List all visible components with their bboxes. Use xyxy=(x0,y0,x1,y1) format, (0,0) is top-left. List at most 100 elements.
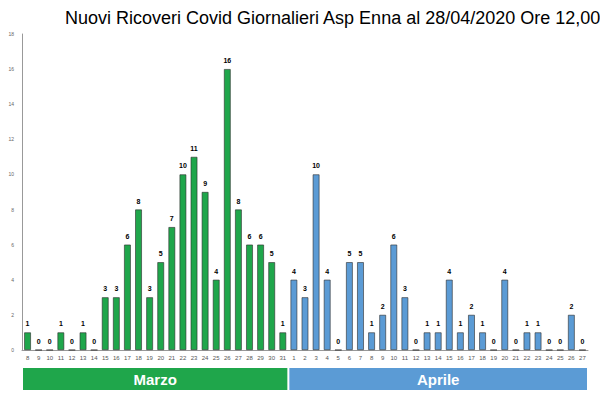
svg-text:26: 26 xyxy=(568,355,575,361)
svg-text:16: 16 xyxy=(8,66,14,72)
svg-text:0: 0 xyxy=(514,338,518,345)
svg-text:22: 22 xyxy=(524,355,531,361)
svg-text:0: 0 xyxy=(92,338,96,345)
svg-text:1: 1 xyxy=(436,320,440,327)
svg-text:6: 6 xyxy=(125,233,129,240)
svg-text:3: 3 xyxy=(114,285,118,292)
svg-text:3: 3 xyxy=(103,285,107,292)
svg-text:9: 9 xyxy=(381,355,385,361)
svg-text:0: 0 xyxy=(492,338,496,345)
svg-text:5: 5 xyxy=(270,250,274,257)
svg-text:15: 15 xyxy=(446,355,453,361)
svg-text:1: 1 xyxy=(26,320,30,327)
svg-text:20: 20 xyxy=(501,355,508,361)
svg-text:5: 5 xyxy=(159,250,163,257)
svg-text:16: 16 xyxy=(457,355,464,361)
svg-text:14: 14 xyxy=(91,355,98,361)
svg-text:22: 22 xyxy=(180,355,187,361)
svg-text:6: 6 xyxy=(392,233,396,240)
svg-text:2: 2 xyxy=(569,303,573,310)
svg-text:26: 26 xyxy=(224,355,231,361)
svg-text:24: 24 xyxy=(202,355,209,361)
svg-text:29: 29 xyxy=(257,355,264,361)
svg-text:1: 1 xyxy=(292,355,296,361)
svg-text:9: 9 xyxy=(203,180,207,187)
svg-text:28: 28 xyxy=(246,355,253,361)
svg-text:0: 0 xyxy=(11,347,14,353)
svg-text:4: 4 xyxy=(11,277,14,283)
svg-text:6: 6 xyxy=(248,233,252,240)
svg-text:0: 0 xyxy=(547,338,551,345)
svg-text:16: 16 xyxy=(113,355,120,361)
svg-text:1: 1 xyxy=(281,320,285,327)
svg-text:1: 1 xyxy=(536,320,540,327)
svg-text:27: 27 xyxy=(235,355,242,361)
svg-text:1: 1 xyxy=(525,320,529,327)
svg-text:5: 5 xyxy=(337,355,341,361)
svg-text:4: 4 xyxy=(292,268,296,275)
svg-text:21: 21 xyxy=(513,355,520,361)
svg-text:18: 18 xyxy=(8,31,14,37)
svg-text:19: 19 xyxy=(490,355,497,361)
svg-text:3: 3 xyxy=(303,285,307,292)
svg-text:8: 8 xyxy=(370,355,374,361)
svg-text:10: 10 xyxy=(8,171,14,177)
svg-text:11: 11 xyxy=(402,355,409,361)
svg-text:3: 3 xyxy=(314,355,318,361)
svg-text:0: 0 xyxy=(70,338,74,345)
svg-text:1: 1 xyxy=(481,320,485,327)
svg-text:4: 4 xyxy=(214,268,218,275)
svg-text:13: 13 xyxy=(80,355,87,361)
svg-text:17: 17 xyxy=(468,355,475,361)
svg-text:16: 16 xyxy=(223,57,231,64)
svg-text:23: 23 xyxy=(535,355,542,361)
svg-text:1: 1 xyxy=(59,320,63,327)
svg-text:19: 19 xyxy=(146,355,153,361)
svg-text:0: 0 xyxy=(48,338,52,345)
svg-text:10: 10 xyxy=(390,355,397,361)
svg-text:31: 31 xyxy=(279,355,286,361)
svg-text:14: 14 xyxy=(8,101,14,107)
svg-text:9: 9 xyxy=(37,355,41,361)
svg-text:0: 0 xyxy=(414,338,418,345)
svg-text:6: 6 xyxy=(348,355,352,361)
svg-text:2: 2 xyxy=(303,355,307,361)
svg-text:8: 8 xyxy=(137,198,141,205)
svg-text:6: 6 xyxy=(11,242,14,248)
svg-text:25: 25 xyxy=(213,355,220,361)
svg-text:5: 5 xyxy=(347,250,351,257)
svg-text:2: 2 xyxy=(11,312,14,318)
svg-text:25: 25 xyxy=(557,355,564,361)
svg-text:6: 6 xyxy=(259,233,263,240)
svg-text:27: 27 xyxy=(579,355,586,361)
svg-text:8: 8 xyxy=(236,198,240,205)
svg-text:15: 15 xyxy=(102,355,109,361)
svg-text:12: 12 xyxy=(8,136,14,142)
svg-text:20: 20 xyxy=(157,355,164,361)
svg-text:1: 1 xyxy=(458,320,462,327)
svg-text:2: 2 xyxy=(381,303,385,310)
svg-text:5: 5 xyxy=(359,250,363,257)
svg-text:0: 0 xyxy=(580,338,584,345)
svg-text:12: 12 xyxy=(69,355,76,361)
svg-text:8: 8 xyxy=(26,355,30,361)
svg-text:12: 12 xyxy=(413,355,420,361)
svg-text:Marzo: Marzo xyxy=(134,371,177,388)
svg-text:10: 10 xyxy=(312,162,320,169)
svg-text:8: 8 xyxy=(11,207,14,213)
svg-text:0: 0 xyxy=(558,338,562,345)
svg-text:18: 18 xyxy=(135,355,142,361)
svg-text:4: 4 xyxy=(447,268,451,275)
svg-text:18: 18 xyxy=(479,355,486,361)
svg-text:21: 21 xyxy=(168,355,175,361)
svg-text:23: 23 xyxy=(191,355,198,361)
svg-text:14: 14 xyxy=(435,355,442,361)
svg-text:1: 1 xyxy=(81,320,85,327)
svg-text:7: 7 xyxy=(359,355,363,361)
svg-text:10: 10 xyxy=(179,162,187,169)
svg-text:10: 10 xyxy=(46,355,53,361)
svg-text:13: 13 xyxy=(424,355,431,361)
svg-text:17: 17 xyxy=(124,355,131,361)
svg-text:1: 1 xyxy=(370,320,374,327)
svg-text:4: 4 xyxy=(326,355,330,361)
